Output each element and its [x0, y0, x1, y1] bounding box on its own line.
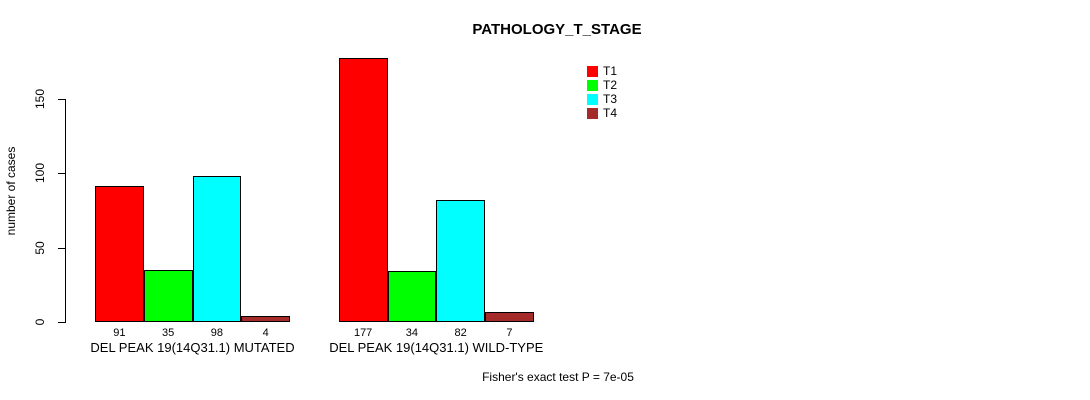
bar-value-label: 177 — [353, 327, 373, 339]
legend: T1 T2 T3 T4 — [587, 64, 617, 120]
y-tick-label: 100 — [33, 162, 47, 184]
chart-title: PATHOLOGY_T_STAGE — [472, 21, 642, 38]
bar-T4-group2 — [485, 311, 534, 322]
bar-T1-group2 — [338, 58, 388, 322]
legend-swatch-T1 — [587, 65, 598, 77]
fisher-test-annotation: Fisher's exact test P = 7e-05 — [482, 370, 634, 384]
y-tick-label: 50 — [33, 240, 47, 255]
x-category-label: DEL PEAK 19(14Q31.1) WILD-TYPE — [329, 340, 544, 355]
bar-T2-group2 — [387, 271, 437, 322]
legend-swatch-T3 — [587, 93, 598, 105]
legend-item-T1: T1 — [587, 64, 617, 78]
legend-item-T2: T2 — [587, 78, 617, 92]
y-tick — [58, 98, 66, 100]
y-axis-label: number of cases — [4, 146, 18, 236]
bar-T4-group1 — [241, 316, 290, 322]
bar-T2-group1 — [143, 269, 193, 322]
bar-T3-group2 — [436, 199, 485, 322]
bar-value-label: 4 — [262, 327, 269, 339]
bar-T1-group1 — [95, 186, 144, 322]
y-tick — [58, 322, 66, 323]
x-category-label: DEL PEAK 19(14Q31.1) MUTATED — [90, 340, 295, 355]
bar-value-label: 34 — [405, 327, 418, 339]
legend-label: T4 — [603, 106, 618, 120]
bar-value-label: 7 — [506, 327, 513, 339]
bar-value-label: 35 — [162, 327, 175, 339]
y-tick — [58, 247, 66, 249]
bar-value-label: 82 — [454, 327, 467, 339]
legend-swatch-T2 — [587, 79, 598, 91]
y-tick-label: 0 — [33, 318, 47, 326]
bar-value-label: 98 — [210, 327, 223, 339]
y-tick — [58, 173, 66, 174]
legend-swatch-T4 — [587, 107, 598, 119]
y-axis-line — [65, 98, 66, 323]
legend-item-T4: T4 — [587, 106, 617, 120]
legend-label: T1 — [603, 64, 618, 78]
legend-item-T3: T3 — [587, 92, 617, 106]
bar-T3-group1 — [192, 175, 242, 322]
bar-value-label: 91 — [113, 327, 126, 339]
y-tick-label: 150 — [33, 88, 47, 109]
legend-label: T3 — [603, 92, 618, 106]
legend-label: T2 — [603, 78, 618, 92]
